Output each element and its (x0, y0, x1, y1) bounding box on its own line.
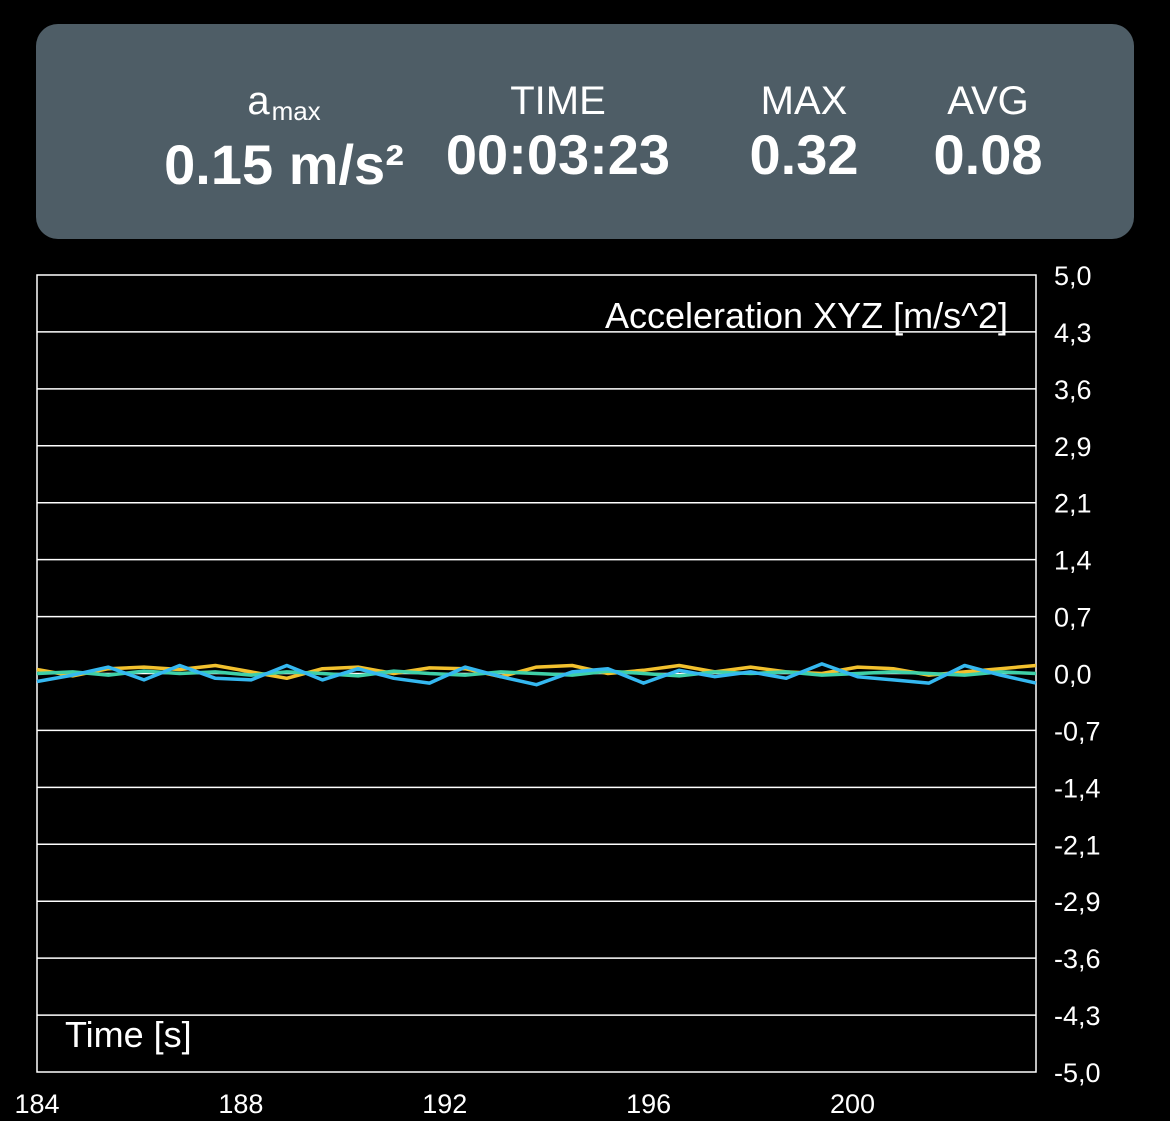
y-tick-label: 5,0 (1054, 261, 1092, 291)
stat-amax-label: amax (124, 78, 444, 134)
series-x-line (36, 663, 1037, 681)
stat-amax-value: 0.15 m/s² (164, 133, 404, 196)
stat-max: MAX 0.32 (724, 78, 884, 186)
stat-amax-label-main: a (247, 79, 270, 123)
x-tick-label: 196 (626, 1089, 671, 1119)
y-tick-label: 2,9 (1054, 432, 1092, 462)
x-tick-label: 192 (422, 1089, 467, 1119)
stat-avg: AVG 0.08 (908, 78, 1068, 186)
y-tick-label: -3,6 (1054, 944, 1101, 974)
stats-panel: amax 0.15 m/s² TIME 00:03:23 MAX 0.32 AV… (36, 24, 1134, 239)
stat-time-value: 00:03:23 (445, 123, 671, 186)
y-tick-label: -4,3 (1054, 1001, 1101, 1031)
y-tick-label: 0,7 (1054, 603, 1092, 633)
stat-avg-label: AVG (947, 79, 1029, 123)
x-tick-label: 188 (218, 1089, 263, 1119)
stat-amax: amax 0.15 m/s² (124, 78, 444, 196)
y-tick-label: -2,9 (1054, 887, 1101, 917)
stat-time-label: TIME (510, 79, 606, 123)
x-tick-label: 200 (830, 1089, 875, 1119)
stat-amax-label-sub: max (271, 96, 321, 126)
stat-avg-value: 0.08 (933, 123, 1043, 186)
stat-max-label: MAX (760, 79, 848, 123)
y-tick-label: -0,7 (1054, 716, 1101, 746)
y-tick-label: 3,6 (1054, 375, 1092, 405)
stat-max-value: 0.32 (749, 123, 859, 186)
y-tick-label: 2,1 (1054, 489, 1092, 519)
y-tick-label: 4,3 (1054, 318, 1092, 348)
series-z-line (36, 662, 1037, 687)
stat-time: TIME 00:03:23 (424, 78, 692, 186)
y-tick-label: 0,0 (1054, 660, 1092, 690)
x-axis-label: Time [s] (65, 1014, 192, 1055)
y-tick-label: -1,4 (1054, 773, 1101, 803)
series-y-line (36, 669, 1037, 678)
y-tick-label: -2,1 (1054, 830, 1101, 860)
chart-title: Acceleration XYZ [m/s^2] (605, 295, 1008, 336)
y-tick-label: -5,0 (1054, 1058, 1101, 1088)
x-tick-label: 184 (14, 1089, 59, 1119)
y-tick-label: 1,4 (1054, 546, 1092, 576)
